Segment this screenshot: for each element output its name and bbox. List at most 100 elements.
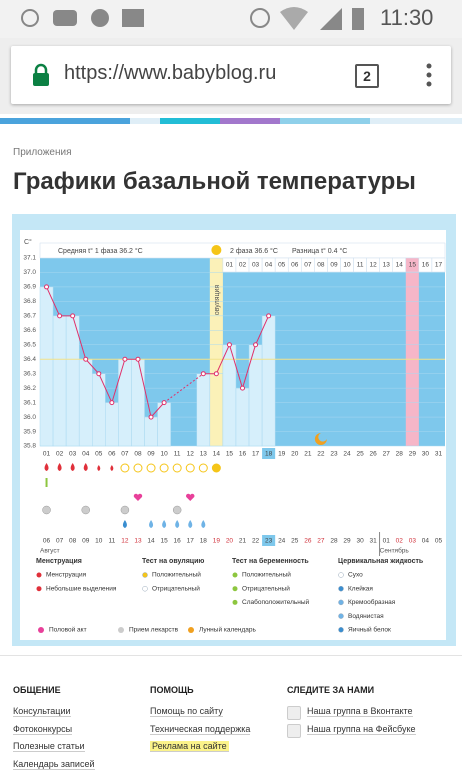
- y-tick-label: 35.8: [23, 443, 36, 450]
- url[interactable]: https://www.babyblog.ru: [64, 62, 277, 84]
- footer-link[interactable]: Реклама на сайте: [150, 741, 229, 752]
- temp-point: [226, 342, 232, 348]
- footer-link[interactable]: Наша группа на Фейсбуке: [307, 723, 416, 735]
- footer: ОБЩЕНИЕ Консультации Фотоконкурсы Полезные …: [0, 656, 462, 770]
- y-tick-label: 37.0: [23, 269, 36, 276]
- phase-day: 02: [239, 262, 247, 269]
- temp-column: [144, 416, 158, 447]
- x-tick-label: 31: [435, 451, 443, 458]
- legend-icon: [232, 586, 238, 592]
- menu-button[interactable]: [425, 62, 433, 88]
- ovulation-test: [146, 463, 156, 473]
- month-label: Сентябрь: [380, 547, 410, 555]
- icon: [53, 10, 77, 26]
- phase-day: 13: [383, 262, 391, 269]
- y-tick-label: 35.9: [23, 428, 36, 435]
- temp-column: [118, 358, 132, 447]
- date-label: 02: [396, 538, 404, 545]
- fluid-drop: [201, 520, 206, 528]
- temp-column: [209, 373, 224, 447]
- phase-day: 04: [265, 262, 273, 269]
- temp-column: [52, 315, 67, 447]
- footer-link[interactable]: Наша группа в Вконтакте: [307, 706, 413, 717]
- date-label: 07: [56, 538, 64, 545]
- menses-drop: [97, 465, 101, 471]
- footer-link[interactable]: Полезные статьи: [13, 741, 85, 752]
- x-tick-label: 13: [200, 451, 208, 458]
- date-label: 23: [265, 538, 273, 545]
- temp-point: [70, 313, 76, 319]
- date-label: 30: [356, 538, 364, 545]
- temp-point: [135, 356, 141, 362]
- x-tick-label: 29: [409, 451, 417, 458]
- temp-point: [96, 371, 102, 377]
- color-strip: [0, 118, 462, 124]
- phase-day: 12: [370, 262, 378, 269]
- footer-link[interactable]: Календарь записей: [13, 758, 95, 770]
- temp-column: [65, 315, 80, 447]
- y-tick-label: 36.1: [23, 399, 36, 406]
- phase-day: 14: [396, 262, 404, 269]
- tab-counter[interactable]: 2: [355, 64, 379, 88]
- date-label: 03: [409, 538, 417, 545]
- legend-icon: [142, 585, 148, 592]
- menses-drop: [44, 463, 49, 471]
- legend-icon: [36, 572, 42, 578]
- footer-link[interactable]: Фотоконкурсы: [13, 723, 73, 735]
- date-label: 13: [134, 538, 142, 545]
- footer-link[interactable]: Помощь по сайту: [150, 706, 223, 717]
- legend-item: Прием лекарств: [129, 627, 179, 634]
- temp-point: [200, 371, 206, 377]
- medication-icon: [172, 505, 182, 515]
- ovulation-label: овуляция: [214, 285, 221, 316]
- ovulation-test: [120, 463, 130, 473]
- temp-column: [235, 387, 250, 447]
- social-icon: [287, 724, 301, 738]
- y-tick-label: 36.5: [23, 341, 36, 348]
- today-cell: [262, 448, 276, 459]
- breadcrumb[interactable]: Приложения: [13, 147, 72, 158]
- x-tick-label: 12: [187, 451, 195, 458]
- date-label: 10: [95, 538, 103, 545]
- ovulation-test: [185, 463, 195, 473]
- date-label: 08: [69, 538, 77, 545]
- date-label: 05: [435, 538, 443, 545]
- date-label: 09: [82, 538, 90, 545]
- moon-icon: [314, 433, 327, 445]
- address-bar[interactable]: https://www.babyblog.ru 2: [11, 46, 451, 104]
- menses-drop: [110, 465, 114, 471]
- y-tick-label: 37.1: [23, 255, 36, 262]
- legend-icon: [338, 585, 344, 592]
- footer-link[interactable]: Консультации: [13, 706, 71, 717]
- x-tick-label: 28: [396, 451, 404, 458]
- temp-point: [83, 356, 89, 362]
- fluid-drop: [188, 520, 193, 528]
- forecast-column: [405, 258, 419, 446]
- temp-point: [148, 414, 154, 420]
- date-label: 14: [147, 538, 155, 545]
- page-title: Графики базальной температуры: [13, 168, 416, 195]
- y-axis-label: C°: [24, 238, 32, 246]
- phase-day: 05: [278, 262, 286, 269]
- x-tick-label: 16: [239, 451, 247, 458]
- legend-icon: [38, 627, 44, 633]
- legend-item: Сухо: [348, 572, 363, 579]
- legend-icon: [142, 572, 148, 578]
- x-tick-label: 03: [69, 451, 77, 458]
- x-tick-label: 15: [226, 451, 234, 458]
- x-tick-label: 23: [330, 451, 338, 458]
- stat-phase2: 2 фаза 36.6 °C: [230, 247, 278, 255]
- status-bar: 11:30: [0, 0, 462, 38]
- footer-divider: [0, 655, 462, 656]
- x-tick-label: 24: [343, 451, 351, 458]
- y-tick-label: 36.0: [23, 414, 36, 421]
- stat-difference: Разница t° 0.4 °C: [292, 247, 347, 255]
- footer-link[interactable]: Техническая поддержка: [150, 723, 251, 735]
- y-tick-label: 36.4: [23, 356, 36, 363]
- legend-icon: [118, 627, 124, 633]
- phase-day: 06: [291, 262, 299, 269]
- phase-day: 01: [226, 262, 234, 269]
- temp-point: [57, 313, 63, 319]
- date-label: 19: [213, 538, 221, 545]
